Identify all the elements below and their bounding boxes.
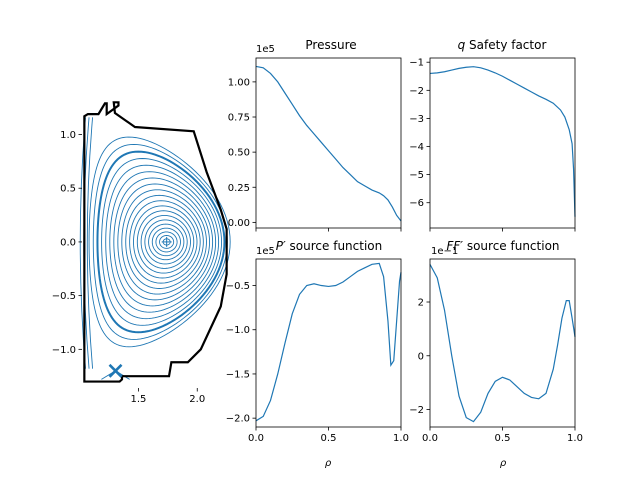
flux-surface-line bbox=[148, 223, 185, 261]
pprime-title-math: P′ bbox=[276, 239, 286, 253]
flux-ytick-label: 0.0 bbox=[60, 237, 76, 248]
pressure-plot: 0.00 0.25 0.50 0.75 1.00 bbox=[228, 57, 402, 232]
flux-x-ticks: 1.5 2.0 bbox=[130, 388, 205, 405]
pprime-plot: −0.5 −1.0 −1.5 −2.0 0.0 0.5 1.0 bbox=[226, 258, 409, 444]
ffprime-offset-text: 1e−1 bbox=[431, 246, 458, 257]
ffprime-xtick-label: 0.5 bbox=[495, 433, 511, 444]
pressure-ytick-label: 0.00 bbox=[228, 218, 250, 229]
ffprime-series-line bbox=[429, 264, 576, 423]
pressure-offset-text: 1e5 bbox=[256, 44, 275, 55]
q-ytick-label: −4 bbox=[409, 142, 424, 153]
flux-ytick-label: 0.5 bbox=[60, 184, 76, 195]
pressure-panel: Pressure 1e5 0.00 0.25 0.50 0.75 1.00 bbox=[228, 38, 402, 232]
pressure-series-line bbox=[255, 65, 402, 222]
q-title-math: q bbox=[458, 38, 466, 52]
ffprime-axes-frame bbox=[429, 258, 576, 428]
q-panel: q Safety factor −1 −2 −3 −4 −5 −6 bbox=[409, 38, 576, 232]
flux-surface-line bbox=[105, 164, 220, 320]
q-title-rest: Safety factor bbox=[465, 38, 546, 52]
pprime-title: P′ source function bbox=[276, 239, 382, 253]
ffprime-ytick-label: 2 bbox=[418, 298, 424, 309]
pprime-panel: P′ source function 1e5 ρ −0.5 −1.0 −1.5 −2.… bbox=[226, 239, 409, 469]
flux-ytick-label: −0.5 bbox=[52, 291, 76, 302]
q-axes-frame bbox=[429, 57, 576, 229]
pprime-title-rest: source function bbox=[286, 239, 383, 253]
pprime-offset-text: 1e5 bbox=[256, 246, 275, 257]
pressure-title: Pressure bbox=[305, 38, 356, 52]
flux-surface-line bbox=[129, 200, 201, 284]
flux-ytick-label: −1.0 bbox=[52, 345, 76, 356]
flux-surface-line bbox=[133, 205, 198, 279]
q-ytick-label: −1 bbox=[409, 58, 424, 69]
flux-xtick-label: 2.0 bbox=[189, 394, 205, 405]
pprime-xtick-label: 0.0 bbox=[248, 433, 264, 444]
flux-surface-line bbox=[151, 227, 181, 257]
flux-panel: −1.0 −0.5 0.0 0.5 1.0 1.5 2.0 bbox=[52, 101, 231, 405]
flux-ytick-label: 1.0 bbox=[60, 130, 76, 141]
pprime-xtick-label: 1.0 bbox=[393, 433, 409, 444]
ffprime-ytick-label: −2 bbox=[409, 405, 424, 416]
pressure-ytick-label: 0.50 bbox=[228, 148, 250, 159]
q-title: q Safety factor bbox=[458, 38, 547, 52]
flux-surface-line bbox=[140, 214, 191, 269]
flux-y-ticks: −1.0 −0.5 0.0 0.5 1.0 bbox=[52, 130, 82, 356]
open-field-line bbox=[86, 117, 94, 369]
flux-xtick-label: 1.5 bbox=[130, 394, 146, 405]
flux-surface-line bbox=[109, 171, 217, 313]
q-ytick-label: −5 bbox=[409, 170, 424, 181]
open-field-line bbox=[79, 117, 86, 369]
x-point-marker bbox=[108, 363, 123, 378]
flux-surface-line bbox=[159, 235, 175, 249]
pprime-ytick-label: −1.5 bbox=[226, 369, 250, 380]
flux-surface-line bbox=[88, 136, 231, 348]
q-ytick-label: −3 bbox=[409, 114, 424, 125]
pprime-xtick-label: 0.5 bbox=[321, 433, 337, 444]
ffprime-xtick-label: 0.0 bbox=[422, 433, 438, 444]
pprime-ytick-label: −2.0 bbox=[226, 414, 250, 425]
pprime-axes-frame bbox=[255, 258, 402, 428]
pprime-ytick-label: −1.0 bbox=[226, 325, 250, 336]
flux-surface-line bbox=[113, 177, 214, 307]
q-plot: −1 −2 −3 −4 −5 −6 bbox=[409, 57, 576, 232]
q-series-line bbox=[429, 66, 576, 217]
ffprime-title: FF′ source function bbox=[446, 239, 559, 253]
q-ytick-label: −6 bbox=[409, 198, 424, 209]
flux-surfaces bbox=[79, 101, 231, 383]
pprime-xlabel: ρ bbox=[325, 458, 332, 469]
pprime-ytick-label: −0.5 bbox=[226, 281, 250, 292]
pressure-ytick-label: 0.75 bbox=[228, 113, 250, 124]
flux-surface-line bbox=[125, 194, 204, 289]
ffprime-title-rest: source function bbox=[463, 239, 560, 253]
ffprime-ytick-label: 0 bbox=[418, 351, 424, 362]
pressure-ytick-label: 0.25 bbox=[228, 183, 250, 194]
flux-surface-line bbox=[155, 231, 178, 253]
ffprime-xtick-label: 1.0 bbox=[567, 433, 583, 444]
flux-surface-line bbox=[117, 183, 211, 301]
pressure-ytick-label: 1.00 bbox=[228, 77, 250, 88]
flux-surface-line bbox=[101, 158, 223, 326]
ffprime-xlabel: ρ bbox=[500, 458, 507, 469]
separatrix-line bbox=[96, 150, 226, 334]
flux-surface-line bbox=[144, 219, 188, 265]
pressure-axes-frame bbox=[255, 57, 402, 229]
q-ytick-label: −2 bbox=[409, 86, 424, 97]
ffprime-plot: 2 0 −2 0.0 0.5 1.0 bbox=[409, 258, 583, 444]
vessel-wall-line bbox=[83, 101, 228, 383]
pprime-series-line bbox=[255, 262, 402, 422]
ffprime-title-math: FF′ bbox=[446, 239, 463, 253]
flux-surface-line bbox=[92, 143, 228, 340]
ffprime-panel: FF′ source function 1e−1 ρ 2 0 −2 0.0 0.5 1.0 bbox=[409, 239, 583, 469]
flux-surface-line bbox=[121, 189, 207, 295]
flux-surface-line bbox=[136, 210, 195, 274]
